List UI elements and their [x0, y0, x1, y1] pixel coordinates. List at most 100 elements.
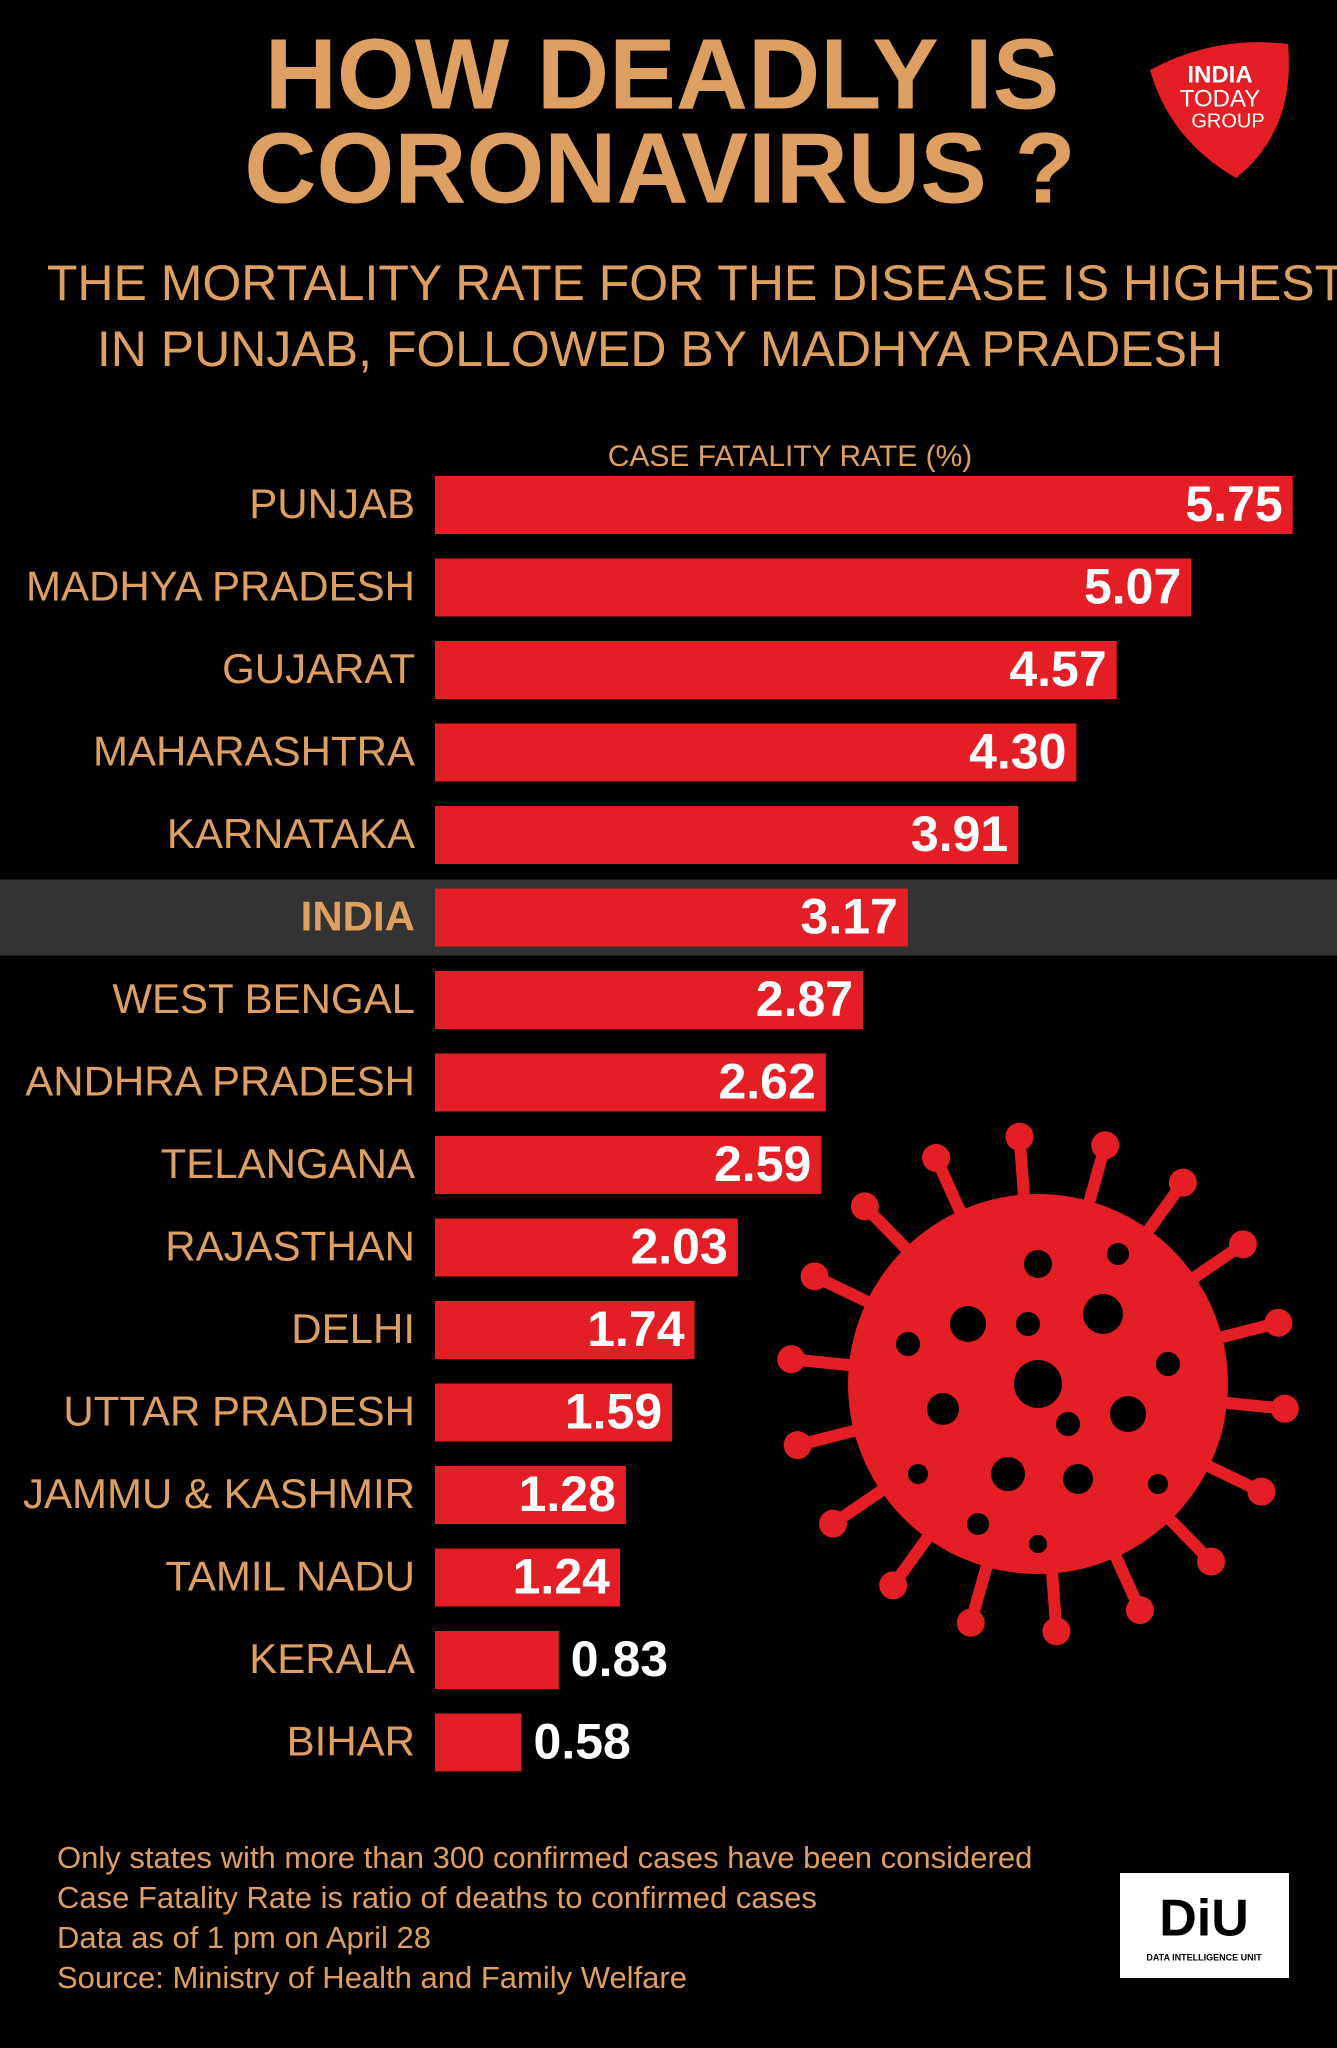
bar	[435, 1466, 626, 1524]
virus-spike-head	[1042, 1617, 1071, 1646]
value-label: 5.07	[1084, 559, 1181, 615]
virus-spike-head	[1228, 1230, 1257, 1259]
category-label: JAMMU & KASHMIR	[23, 1470, 415, 1517]
value-label: 2.03	[630, 1219, 727, 1275]
bar	[435, 1301, 695, 1359]
virus-spike-head	[879, 1571, 908, 1600]
bar	[435, 641, 1117, 699]
category-label: MAHARASHTRA	[93, 728, 415, 775]
bar	[435, 1383, 673, 1442]
virus-pore	[1110, 1396, 1146, 1432]
virus-spike-head	[1247, 1477, 1276, 1506]
virus-pore	[1156, 1352, 1180, 1376]
virus-pore	[1148, 1474, 1168, 1494]
virus-spike-head	[1264, 1308, 1293, 1337]
value-label: 0.58	[534, 1714, 631, 1770]
virus-pore	[896, 1332, 920, 1356]
value-label: 3.17	[801, 889, 898, 945]
value-label: 5.75	[1185, 476, 1282, 532]
category-label: KERALA	[249, 1635, 415, 1682]
value-label: 1.24	[513, 1549, 611, 1605]
virus-spike-head	[777, 1345, 806, 1374]
value-label: 2.59	[714, 1136, 811, 1192]
category-label: KARNATAKA	[167, 810, 415, 857]
value-label: 2.87	[756, 971, 853, 1027]
virus-spike-head	[1091, 1131, 1120, 1160]
virus-spike-head	[800, 1262, 829, 1291]
footnote: Data as of 1 pm on April 28	[57, 1920, 431, 1955]
value-label: 1.74	[587, 1301, 685, 1357]
virus-pore	[927, 1393, 959, 1425]
value-label: 1.28	[519, 1466, 616, 1522]
category-label: ANDHRA PRADESH	[25, 1058, 415, 1105]
brand-shape	[1150, 42, 1289, 178]
virus-pore	[1083, 1294, 1123, 1334]
bar	[435, 1548, 620, 1607]
diu-subtext: DATA INTELLIGENCE UNIT	[1146, 1952, 1262, 1962]
footnote: Source: Ministry of Health and Family We…	[57, 1960, 687, 1995]
brand-text: TODAY	[1180, 85, 1260, 112]
diu-logo: DiU DATA INTELLIGENCE UNIT	[1120, 1873, 1289, 1978]
category-label: UTTAR PRADESH	[63, 1388, 415, 1435]
virus-pore	[1024, 1250, 1052, 1278]
bar	[435, 888, 908, 947]
subtitle: THE MORTALITY RATE FOR THE DISEASE IS HI…	[47, 255, 1337, 311]
bar	[435, 806, 1019, 864]
footnote: Case Fatality Rate is ratio of deaths to…	[57, 1880, 817, 1915]
value-label: 1.59	[565, 1384, 662, 1440]
virus-spike-head	[956, 1608, 985, 1637]
brand-text: GROUP	[1191, 110, 1264, 132]
virus-spike-head	[1005, 1122, 1034, 1151]
virus-spike-head	[783, 1431, 812, 1460]
value-label: 4.30	[969, 724, 1066, 780]
virus-pore	[991, 1457, 1025, 1491]
bar	[435, 1218, 738, 1277]
brand-text: INDIA	[1187, 61, 1252, 88]
subtitle: IN PUNJAB, FOLLOWED BY MADHYA PRADESH	[97, 321, 1223, 377]
brand-logo: INDIA TODAY GROUP	[1150, 42, 1289, 178]
value-label: 2.62	[718, 1054, 815, 1110]
virus-pore	[1056, 1412, 1080, 1436]
value-label: 3.91	[911, 806, 1008, 862]
virus-pore	[1107, 1243, 1129, 1265]
virus-spike-head	[819, 1509, 848, 1538]
virus-spike-head	[922, 1143, 951, 1172]
category-label: TELANGANA	[161, 1140, 415, 1187]
virus-pore	[1063, 1464, 1093, 1494]
virus-spike-head	[1125, 1596, 1154, 1625]
category-label: PUNJAB	[249, 480, 415, 527]
diu-text: DiU	[1159, 1890, 1249, 1948]
value-label: 0.83	[571, 1631, 668, 1687]
bar	[435, 1713, 522, 1772]
virus-pore	[950, 1306, 986, 1342]
virus-spike-head	[1197, 1547, 1226, 1576]
virus-pore	[967, 1513, 989, 1535]
bar	[435, 971, 864, 1029]
footnote: Only states with more than 300 confirmed…	[57, 1840, 1032, 1875]
virus-spike-head	[1270, 1394, 1299, 1423]
category-label: BIHAR	[287, 1718, 415, 1765]
bar	[435, 476, 1293, 534]
virus-spike-head	[850, 1192, 879, 1221]
chart-title: HOW DEADLY IS	[265, 18, 1060, 130]
axis-label: CASE FATALITY RATE (%)	[608, 440, 973, 473]
virus-pore	[1014, 1360, 1062, 1408]
virus-pore	[1029, 1535, 1047, 1553]
bar	[435, 1136, 822, 1194]
value-label: 4.57	[1009, 641, 1106, 697]
category-label: DELHI	[291, 1305, 415, 1352]
category-label: MADHYA PRADESH	[26, 563, 415, 610]
bar	[435, 1053, 826, 1112]
virus-illustration	[777, 1122, 1299, 1646]
virus-spike-head	[1168, 1168, 1197, 1197]
category-label: RAJASTHAN	[165, 1223, 415, 1270]
virus-pore	[1016, 1312, 1040, 1336]
category-label: GUJARAT	[222, 645, 415, 692]
diu-box	[1120, 1873, 1289, 1978]
bar	[435, 1631, 559, 1689]
chart-title: CORONAVIRUS ?	[244, 112, 1076, 224]
category-label: INDIA	[301, 893, 415, 940]
category-label: WEST BENGAL	[112, 975, 415, 1022]
virus-pore	[908, 1464, 928, 1484]
